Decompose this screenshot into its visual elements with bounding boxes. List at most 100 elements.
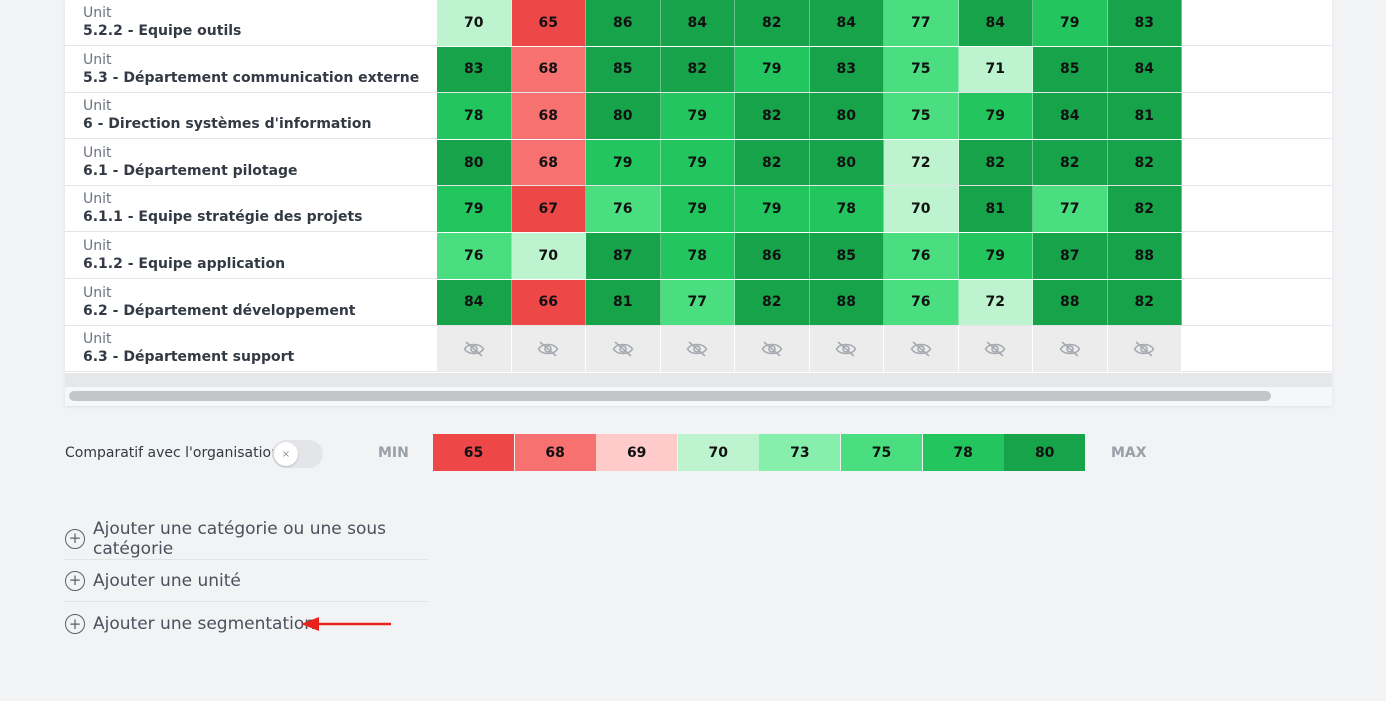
legend-cell: 73	[759, 434, 841, 471]
score-cell: 65	[511, 0, 586, 46]
legend-cell: 75	[841, 434, 922, 471]
score-cell: 82	[735, 0, 810, 46]
row-type: Unit	[83, 284, 112, 301]
score-cell: 84	[958, 0, 1033, 46]
row-label: Unit 6.1 - Département pilotage	[83, 145, 433, 181]
row-name: 6.3 - Département support	[83, 349, 295, 366]
legend-cell: 68	[514, 434, 596, 471]
table-row: Unit 5.3 - Département communication exte…	[65, 46, 1332, 93]
score-cell: 78	[809, 186, 884, 232]
score-cell: 81	[958, 186, 1033, 232]
table-row: Unit 5.2.2 - Equipe outils 70 65 86 84 82 84 77 8…	[65, 0, 1332, 46]
eye-off-icon	[537, 340, 559, 358]
score-cell: 80	[809, 139, 884, 186]
add-unit-button[interactable]: + Ajouter une unité	[65, 560, 428, 602]
score-cell: 80	[586, 93, 661, 139]
score-cell: 85	[809, 233, 884, 279]
score-cell: 81	[1107, 93, 1182, 139]
score-cell: 70	[511, 233, 586, 279]
score-cell: 76	[884, 233, 959, 279]
score-cell: 87	[1033, 233, 1108, 279]
row-label: Unit 6.3 - Département support	[83, 331, 433, 367]
table-row: Unit 6.1.1 - Equipe stratégie des projets…	[65, 186, 1332, 233]
score-cell: 79	[958, 233, 1033, 279]
score-cell: 68	[511, 139, 586, 186]
score-cell: 86	[586, 0, 661, 46]
score-cell: 71	[958, 46, 1033, 93]
add-segmentation-label: Ajouter une segmentation	[93, 614, 316, 634]
score-cell: 78	[660, 233, 735, 279]
hidden-cell	[511, 326, 586, 372]
compare-label: Comparatif avec l'organisation	[65, 445, 280, 461]
row-name: 6.1.2 - Equipe application	[83, 256, 286, 272]
score-cell: 80	[809, 93, 884, 139]
eye-off-icon	[612, 340, 634, 358]
score-cell: 79	[958, 93, 1033, 139]
hidden-cell	[586, 326, 661, 372]
score-cell: 88	[809, 279, 884, 326]
score-cell: 82	[1107, 279, 1182, 326]
row-name: 6 - Direction systèmes d'information	[83, 116, 372, 133]
row-type: Unit	[83, 238, 112, 254]
score-cell: 79	[586, 139, 661, 186]
hidden-cell	[958, 326, 1033, 372]
eye-off-icon	[686, 340, 708, 358]
row-label: Unit 6.1.2 - Equipe application	[83, 238, 433, 274]
score-cell: 75	[884, 46, 959, 93]
toggle-knob[interactable]: ×	[274, 442, 298, 466]
score-cell: 77	[660, 279, 735, 326]
add-category-button[interactable]: + Ajouter une catégorie ou une sous caté…	[65, 518, 428, 560]
score-cell: 76	[586, 186, 661, 232]
row-name: 6.1 - Département pilotage	[83, 162, 298, 179]
legend-cell: 65	[433, 434, 514, 471]
score-cell: 78	[437, 93, 512, 139]
annotation-arrow-icon	[301, 617, 391, 631]
score-cell: 84	[1033, 93, 1108, 139]
score-cell: 68	[511, 46, 586, 93]
eye-off-icon	[761, 340, 783, 358]
score-cell: 87	[586, 233, 661, 279]
score-cell: 72	[884, 139, 959, 186]
hidden-cell	[437, 326, 512, 372]
legend-cell: 80	[1004, 434, 1086, 471]
table-row: Unit 6.2 - Département développement 84 66 8…	[65, 279, 1332, 326]
row-label: Unit 6.2 - Département développement	[83, 285, 433, 321]
score-cell: 70	[884, 186, 959, 232]
plus-circle-icon: +	[65, 614, 85, 634]
score-cell: 83	[437, 46, 512, 93]
scroll-strip	[65, 373, 1332, 387]
score-cell: 82	[1107, 139, 1182, 186]
score-cell: 79	[735, 46, 810, 93]
score-cell: 75	[884, 93, 959, 139]
score-cell: 67	[511, 186, 586, 232]
row-name: 6.2 - Département développement	[83, 302, 356, 319]
scrollbar-thumb[interactable]	[69, 391, 1271, 401]
score-cell: 82	[735, 93, 810, 139]
score-cell: 81	[586, 279, 661, 326]
score-cell: 84	[660, 0, 735, 46]
score-cell: 82	[735, 279, 810, 326]
score-cell: 72	[958, 279, 1033, 326]
score-cell: 77	[884, 0, 959, 46]
score-cell: 79	[735, 186, 810, 232]
row-type: Unit	[83, 144, 112, 161]
add-segmentation-button[interactable]: + Ajouter une segmentation	[65, 603, 428, 645]
legend-cell: 69	[596, 434, 678, 471]
row-type: Unit	[83, 5, 112, 21]
score-cell: 83	[1107, 0, 1182, 46]
eye-off-icon	[463, 340, 485, 358]
compare-toggle[interactable]: ×	[272, 440, 323, 468]
score-cell: 79	[660, 139, 735, 186]
score-cell: 82	[735, 139, 810, 186]
row-name: 5.2.2 - Equipe outils	[83, 23, 242, 39]
hidden-cell	[809, 326, 884, 372]
score-cell: 84	[1107, 46, 1182, 93]
hidden-cell	[660, 326, 735, 372]
score-cell: 85	[1033, 46, 1108, 93]
score-cell: 84	[437, 279, 512, 326]
score-cell: 70	[437, 0, 512, 46]
horizontal-scrollbar[interactable]	[65, 373, 1332, 406]
score-cell: 79	[1033, 0, 1108, 46]
score-cell: 79	[437, 186, 512, 232]
score-cell: 84	[809, 0, 884, 46]
